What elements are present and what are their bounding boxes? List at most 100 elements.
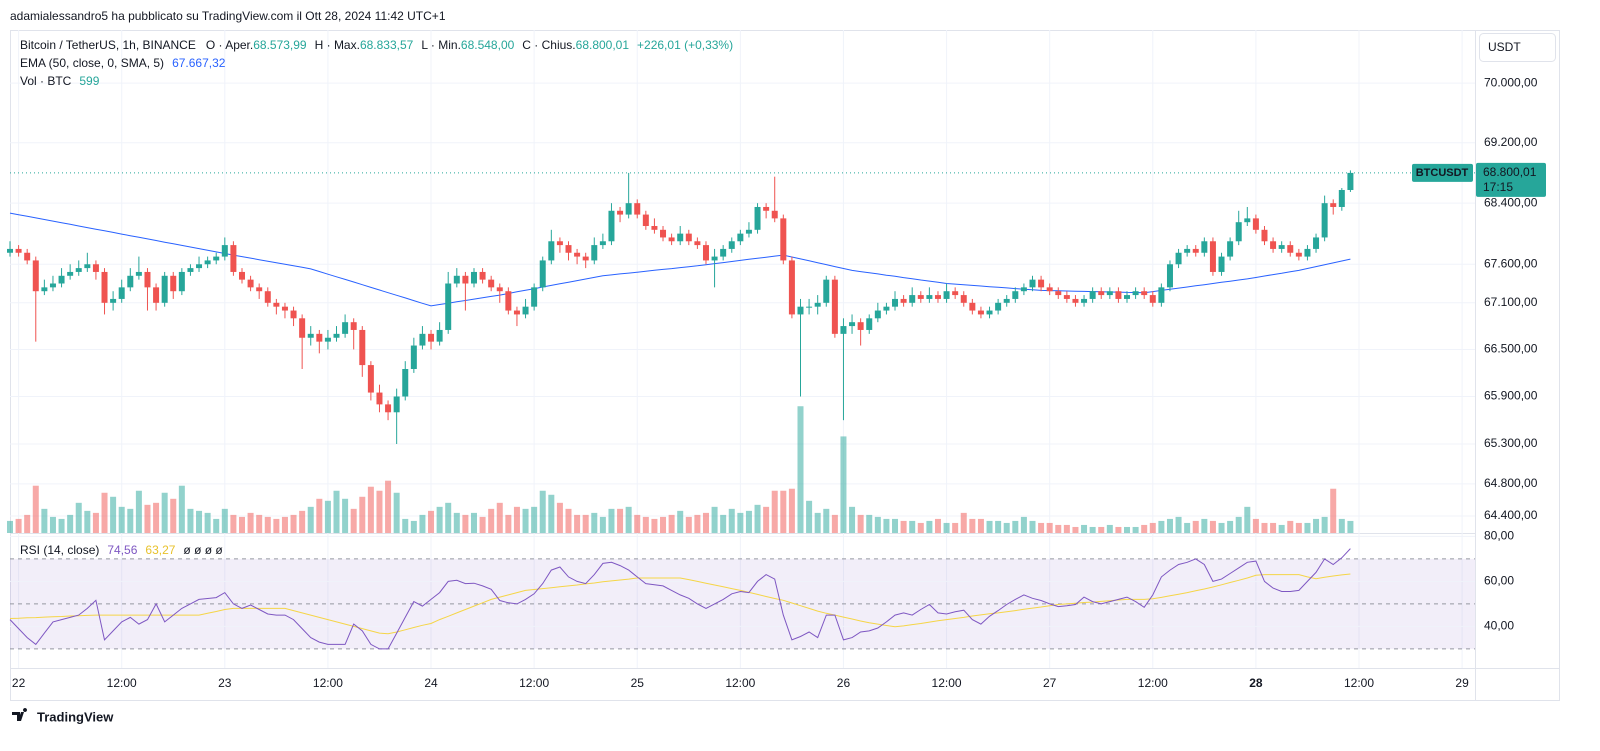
- candle-body: [1055, 291, 1062, 296]
- candle-body: [565, 245, 572, 253]
- volume-bar: [230, 514, 237, 533]
- currency-button[interactable]: [1479, 33, 1556, 62]
- volume-bar: [874, 516, 881, 533]
- volume-bar: [1132, 526, 1139, 533]
- candle-body: [574, 252, 581, 257]
- volume-bar: [333, 490, 340, 533]
- volume-bar: [1261, 522, 1268, 533]
- candle-body: [668, 237, 675, 242]
- candle-body: [24, 252, 31, 261]
- candle-body: [702, 245, 709, 261]
- rsi-ma-line: [9, 573, 1351, 635]
- volume-legend: Vol · BTC 599: [20, 74, 100, 88]
- volume-bar: [1252, 518, 1259, 533]
- candle-body: [883, 306, 890, 311]
- candle-body: [187, 268, 194, 272]
- volume-bar: [1270, 522, 1277, 533]
- volume-bar: [1201, 518, 1208, 533]
- volume-bar: [144, 504, 151, 533]
- candle-body: [367, 365, 374, 393]
- candle-body: [1132, 291, 1139, 296]
- volume-bar: [419, 514, 426, 533]
- ohlc-label: C · Chius.: [522, 38, 575, 52]
- volume-bar: [1304, 522, 1311, 533]
- symbol: Bitcoin / TetherUS, 1h, BINANCE: [20, 38, 196, 52]
- volume-bar: [694, 514, 701, 533]
- candle-body: [453, 275, 460, 284]
- candle-body: [1295, 252, 1302, 257]
- volume-bar: [1313, 518, 1320, 533]
- volume-bar: [608, 508, 615, 533]
- volume-bar: [883, 518, 890, 533]
- volume-bar: [281, 516, 288, 533]
- volume-bar: [1227, 520, 1234, 533]
- candle-body: [952, 291, 959, 296]
- volume-bar: [780, 490, 787, 533]
- rsi-label: RSI (14, close): [20, 543, 99, 557]
- volume-bar: [1029, 520, 1036, 533]
- x-tick-label: 26: [837, 676, 851, 690]
- candle-body: [788, 260, 795, 315]
- volume-bar: [402, 518, 409, 533]
- volume-bar: [1055, 524, 1062, 533]
- candle-body: [462, 275, 469, 284]
- volume-bar: [1166, 518, 1173, 533]
- volume-value: 599: [79, 74, 99, 88]
- candle-body: [1038, 279, 1045, 288]
- volume-bar: [754, 504, 761, 533]
- volume-bar: [900, 520, 907, 533]
- candle-body: [1124, 295, 1131, 299]
- candle-body: [290, 310, 297, 319]
- volume-bar: [1149, 522, 1156, 533]
- volume-bar: [428, 510, 435, 533]
- volume-bar: [934, 518, 941, 533]
- candle-body: [161, 275, 168, 303]
- candle-body: [238, 271, 245, 280]
- volume-bar: [806, 500, 813, 533]
- x-tick-label: 12:00: [1138, 676, 1168, 690]
- ohlc-value: 68.573,99: [253, 38, 307, 52]
- volume-bar: [1184, 522, 1191, 533]
- candle-body: [385, 404, 392, 413]
- volume-bar: [1124, 526, 1131, 533]
- rsi-legend: RSI (14, close) 74,56 63,27 ø ø ø ø: [20, 543, 223, 557]
- candle-body: [230, 245, 237, 272]
- volume-bar: [995, 520, 1002, 533]
- candle-body: [934, 295, 941, 299]
- ohlc-label: H · Max.: [315, 38, 360, 52]
- candle-body: [256, 287, 263, 292]
- plot-layer: 22 12:00 23 12:00 24 12:00 25 12:00 26 12:00 27 12:…: [7, 30, 1538, 690]
- volume-bar: [840, 436, 847, 533]
- x-tick-label: 29: [1455, 676, 1469, 690]
- volume-bar: [32, 485, 39, 533]
- volume-bar: [1063, 524, 1070, 533]
- candle-body: [247, 279, 254, 288]
- volume-bar: [892, 518, 899, 533]
- logo-mark: [12, 707, 28, 721]
- candle-body: [849, 322, 856, 327]
- candle-body: [1270, 241, 1277, 249]
- volume-bar: [1003, 522, 1010, 533]
- volume-bar: [634, 514, 641, 533]
- candle-body: [170, 275, 177, 292]
- candle-body: [127, 275, 134, 288]
- x-tick-label: 12:00: [725, 676, 755, 690]
- rsi-tick-label: 80,00: [1484, 529, 1514, 543]
- volume-bar: [359, 496, 366, 533]
- candle-body: [41, 287, 48, 292]
- volume-bar: [75, 502, 82, 533]
- candle-body: [522, 306, 529, 315]
- candle-body: [488, 279, 495, 288]
- volume-bar: [110, 496, 117, 533]
- volume-bar: [496, 502, 503, 533]
- volume-bar: [797, 406, 804, 533]
- currency-label[interactable]: USDT: [1488, 40, 1521, 54]
- ohlc-label: L · Min.: [421, 38, 461, 52]
- volume-bar: [943, 522, 950, 533]
- ohlc-value: 68.800,01: [576, 38, 630, 52]
- volume-bar: [823, 508, 830, 533]
- candle-body: [1278, 245, 1285, 249]
- volume-bar: [436, 506, 443, 533]
- candle-body: [32, 260, 39, 292]
- volume-bar: [591, 512, 598, 533]
